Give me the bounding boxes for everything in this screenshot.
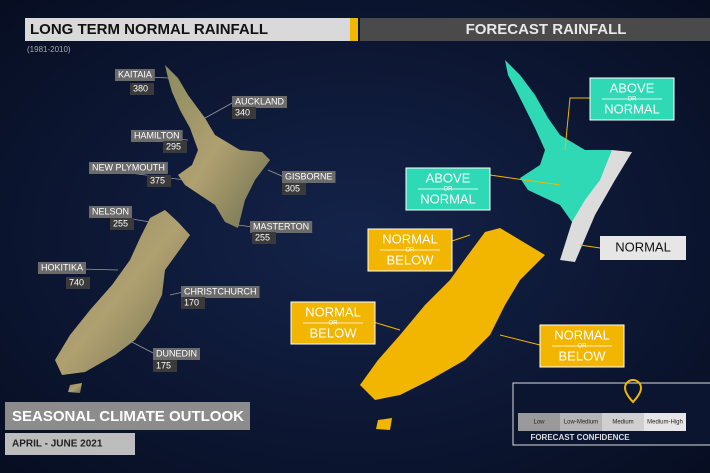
left-title: LONG TERM NORMAL RAINFALL (30, 21, 268, 38)
footer-period: APRIL - JUNE 2021 (12, 439, 103, 450)
stewart-island (376, 418, 392, 430)
location-value: 375 (150, 175, 165, 185)
region-label-mid: OR (406, 248, 416, 254)
stewart-island (68, 383, 82, 393)
region-label-mid: OR (578, 344, 588, 350)
region-label-bottom: BELOW (559, 348, 607, 363)
location-name: CHRISTCHURCH (184, 286, 257, 296)
location-value: 295 (166, 141, 181, 151)
location-value-box (232, 107, 256, 119)
leader-line (127, 339, 156, 355)
header-bar (25, 18, 350, 41)
legend-level: Medium (612, 420, 633, 426)
region-label-bottom: NORMAL (420, 191, 476, 206)
legend-level: Low-Medium (564, 420, 598, 426)
location-value-box (147, 175, 171, 187)
region-label-mid: OR (329, 321, 339, 327)
legend-pin (623, 379, 643, 404)
legend-title: FORECAST CONFIDENCE (530, 433, 630, 442)
leader-line (204, 101, 235, 119)
footer-period-box (5, 433, 135, 455)
region-above-normal (505, 60, 620, 228)
location-name: KAITAIA (118, 69, 152, 79)
region-label-top: ABOVE (610, 80, 655, 95)
north-island (165, 65, 270, 228)
location-value-box (153, 360, 177, 372)
legend-cell (518, 413, 560, 431)
location-value: 255 (113, 218, 128, 228)
location-value-box (282, 183, 306, 195)
region-label-bottom: NORMAL (604, 101, 660, 116)
header-bar (360, 18, 710, 41)
legend-level: Low (533, 420, 545, 426)
region-normal (560, 150, 632, 262)
location-value-box (181, 297, 205, 309)
right-title: FORECAST RAINFALL (466, 21, 627, 38)
location-name: NELSON (92, 206, 129, 216)
header-accent (350, 18, 358, 41)
location-value: 740 (69, 277, 84, 287)
location-value: 170 (184, 297, 199, 307)
legend-cell (644, 413, 686, 431)
location-value: 175 (156, 360, 171, 370)
south-island (55, 210, 190, 375)
region-normal-below (360, 228, 545, 400)
region-label-bottom: BELOW (310, 325, 358, 340)
footer-title-box (5, 402, 250, 430)
location-name-box (282, 171, 336, 183)
region-label-top: ABOVE (426, 170, 471, 185)
location-name-box (131, 130, 183, 142)
region-label-mid: OR (444, 187, 454, 193)
leader-line (169, 291, 184, 296)
legend-cell (560, 413, 602, 431)
location-name: AUCKLAND (235, 96, 285, 106)
location-name: HOKITIKA (41, 262, 83, 272)
location-value-box (163, 141, 187, 153)
region-label-top: NORMAL (305, 304, 361, 319)
location-name-box (115, 69, 155, 81)
legend-cell (602, 413, 644, 431)
region-label-bottom: BELOW (387, 252, 435, 267)
footer-title: SEASONAL CLIMATE OUTLOOK (12, 408, 244, 425)
legend-level: Medium-High (647, 420, 683, 426)
location-name: HAMILTON (134, 130, 180, 140)
location-name-box (89, 206, 133, 218)
location-name-box (250, 221, 313, 233)
location-value-box (252, 232, 276, 244)
normal-label: NORMAL (615, 239, 671, 254)
location-value: 305 (285, 183, 300, 193)
location-name-box (232, 96, 288, 108)
location-value: 340 (235, 107, 250, 117)
location-name-box (38, 262, 87, 274)
location-name-box (153, 348, 201, 360)
location-name: DUNEDIN (156, 348, 197, 358)
region-label-top: NORMAL (382, 231, 438, 246)
normal-label-box (600, 236, 686, 260)
location-value-box (110, 218, 134, 230)
period-note: (1981-2010) (27, 45, 71, 54)
location-name: GISBORNE (285, 171, 333, 181)
location-name-box (89, 162, 168, 174)
location-name: MASTERTON (253, 221, 309, 231)
location-name: NEW PLYMOUTH (92, 162, 165, 172)
region-label-top: NORMAL (554, 327, 610, 342)
location-value-box (66, 277, 90, 289)
location-name-box (181, 286, 260, 298)
leader-line (267, 169, 285, 178)
location-value: 255 (255, 232, 270, 242)
location-value-box (130, 83, 154, 95)
location-value: 380 (133, 83, 148, 93)
region-label-mid: OR (628, 97, 638, 103)
leader-line (237, 224, 253, 228)
